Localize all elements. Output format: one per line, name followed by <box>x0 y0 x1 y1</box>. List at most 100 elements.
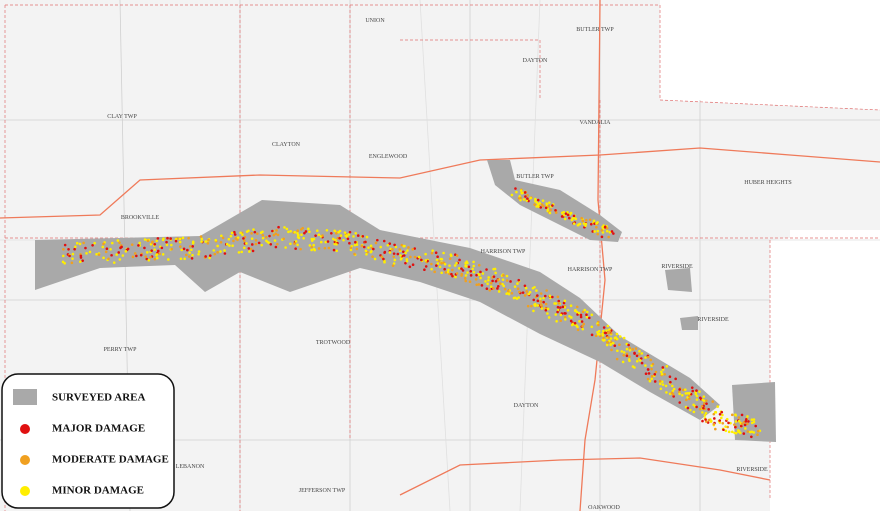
damage-point <box>371 255 374 258</box>
damage-point <box>275 229 278 232</box>
damage-point <box>61 260 65 264</box>
damage-point <box>402 254 406 257</box>
damage-point <box>161 253 165 256</box>
damage-point <box>536 294 539 297</box>
damage-point <box>701 398 705 402</box>
place-label: RIVERSIDE <box>697 317 729 323</box>
damage-point <box>545 202 549 205</box>
damage-point <box>472 264 476 268</box>
damage-point <box>519 196 522 200</box>
damage-point <box>208 256 211 260</box>
damage-point <box>448 272 451 276</box>
damage-point <box>589 222 593 226</box>
damage-point <box>625 354 629 358</box>
damage-point <box>532 309 535 313</box>
damage-point <box>388 251 392 254</box>
damage-point <box>151 241 154 244</box>
damage-point <box>585 315 589 319</box>
damage-point <box>502 284 506 288</box>
damage-point <box>458 258 461 262</box>
damage-point <box>659 387 663 391</box>
damage-point <box>725 417 729 421</box>
damage-point <box>91 243 94 247</box>
damage-point <box>523 294 527 297</box>
surveyed-area <box>665 268 692 292</box>
damage-point <box>184 253 188 257</box>
damage-point <box>443 267 446 271</box>
damage-point <box>513 285 517 288</box>
damage-point <box>256 232 259 235</box>
place-label: CLAY TWP <box>107 114 137 120</box>
damage-point <box>188 245 192 248</box>
legend-swatch <box>20 424 30 434</box>
damage-point <box>431 249 434 252</box>
damage-point <box>251 249 255 253</box>
damage-point <box>455 254 459 257</box>
damage-point <box>704 399 708 402</box>
damage-point <box>216 244 219 248</box>
damage-point <box>191 240 195 244</box>
damage-point <box>686 392 689 395</box>
damage-point <box>153 248 156 251</box>
damage-point <box>282 237 285 241</box>
damage-point <box>143 246 146 250</box>
damage-point <box>540 203 544 206</box>
damage-point <box>585 313 588 317</box>
damage-point <box>556 305 560 309</box>
damage-point <box>70 261 74 265</box>
damage-point <box>61 254 65 258</box>
damage-point <box>597 323 600 327</box>
damage-point <box>684 388 687 391</box>
damage-point <box>712 422 716 426</box>
damage-point <box>337 230 340 234</box>
damage-point <box>739 424 743 428</box>
damage-point <box>179 257 183 261</box>
damage-point <box>577 311 581 315</box>
damage-point <box>546 312 549 315</box>
damage-point <box>628 355 631 358</box>
damage-point <box>610 230 614 233</box>
damage-point <box>718 412 722 416</box>
damage-point <box>570 218 574 222</box>
damage-point <box>169 237 172 240</box>
damage-point <box>665 365 669 368</box>
damage-point <box>665 391 668 394</box>
damage-point <box>310 237 314 241</box>
damage-point <box>370 250 373 253</box>
damage-point <box>223 252 227 255</box>
damage-point <box>394 245 398 249</box>
damage-point <box>613 344 617 348</box>
damage-point <box>245 242 248 245</box>
damage-point <box>396 252 400 256</box>
damage-point <box>254 239 258 242</box>
surveyed-area <box>35 200 720 420</box>
surveyed-areas <box>35 160 776 442</box>
damage-point <box>584 218 588 222</box>
damage-point <box>649 358 653 362</box>
place-label: BUTLER TWP <box>516 174 554 180</box>
damage-point <box>688 391 691 395</box>
damage-point <box>105 247 109 251</box>
damage-point <box>681 388 685 392</box>
damage-point <box>294 247 297 250</box>
damage-point <box>615 332 619 336</box>
damage-point <box>519 189 523 192</box>
damage-point <box>528 290 532 294</box>
damage-point <box>581 327 585 331</box>
damage-point <box>446 270 450 274</box>
damage-point <box>581 325 584 328</box>
damage-point <box>398 248 402 251</box>
legend-swatch <box>20 455 30 465</box>
damage-point <box>79 260 82 264</box>
damage-point <box>71 257 74 260</box>
damage-point <box>206 241 210 245</box>
damage-point <box>300 233 303 237</box>
damage-point <box>678 401 682 404</box>
damage-point <box>348 230 352 234</box>
damage-point <box>84 246 87 250</box>
damage-point <box>436 255 439 259</box>
legend-label: MINOR DAMAGE <box>52 485 144 497</box>
damage-point <box>229 234 233 238</box>
damage-point <box>695 405 698 409</box>
damage-point <box>214 238 218 242</box>
